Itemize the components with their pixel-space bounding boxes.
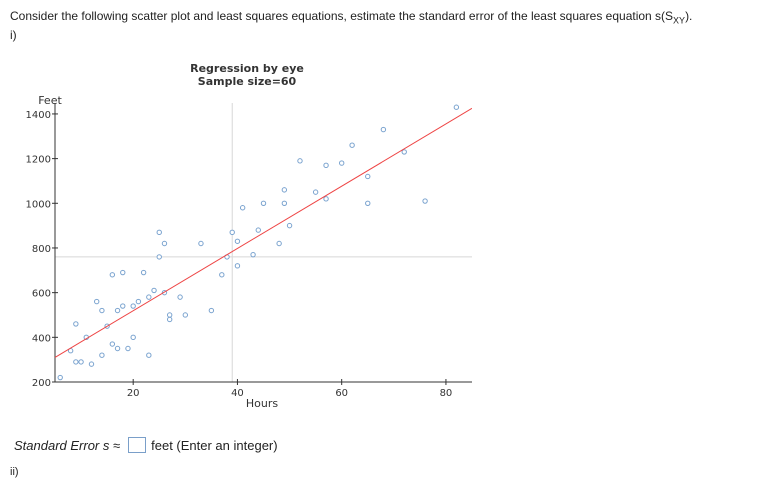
chart-subtitle: Sample size=60 [198,75,297,88]
data-point [323,196,329,202]
data-point [151,287,157,294]
data-point [401,149,407,155]
y-tick-label: 600 [32,289,51,300]
data-point [130,303,136,309]
data-point [312,189,319,195]
data-point [166,312,173,318]
data-point [208,307,215,314]
data-point [338,160,345,166]
data-point [130,334,136,341]
x-tick-label: 60 [335,388,348,399]
data-point [365,200,371,206]
data-point [73,321,79,327]
data-point [109,341,116,347]
data-point [140,269,147,276]
data-point [156,229,162,236]
data-point [161,240,168,247]
data-point [114,345,121,352]
data-point [349,142,355,148]
scatter-plot: Regression by eye Sample size=60 Feet Ho… [26,62,472,407]
y-tick-label: 200 [32,378,51,389]
question-subscript: XY [673,15,686,26]
question-text-main: Consider the following scatter plot and … [10,9,674,23]
data-point [297,158,303,164]
x-tick-label: 20 [127,388,140,399]
answer-unit-hint: feet (Enter an integer) [151,437,278,453]
data-point [229,229,235,236]
data-point [166,316,173,323]
data-point [146,352,152,358]
data-point [146,294,152,300]
data-point [156,254,162,260]
data-point [323,162,329,169]
y-tick-label: 1000 [26,199,51,210]
data-point [239,205,246,211]
data-point [120,269,126,276]
data-point [219,272,225,278]
data-point [99,352,105,358]
x-tick-label: 80 [440,388,453,399]
data-point [281,187,288,193]
part-label: i) [10,28,17,42]
data-point [286,222,293,229]
question-text: Consider the following scatter plot and … [10,9,692,28]
scatter-plot-panel: Regression by eye Sample size=60 Feet Ho… [12,57,472,407]
data-point [109,272,116,278]
data-point [234,238,241,244]
data-point [281,200,288,206]
regression-line [54,107,472,358]
data-point [380,126,387,133]
data-point [198,240,204,247]
standard-error-input[interactable] [128,437,147,453]
y-tick-label: 1200 [26,155,51,166]
y-axis-label: Feet [38,94,62,107]
data-point [453,104,460,110]
data-point [177,294,183,300]
y-tick-label: 400 [32,333,51,344]
data-point [120,303,126,309]
y-tick-label: 800 [32,244,51,255]
chart-title: Regression by eye [190,62,304,75]
data-point [276,240,282,247]
data-point [365,173,371,180]
data-point [182,312,189,318]
answer-row: Standard Error s ≈ feet (Enter an intege… [14,435,278,455]
data-point [57,374,63,381]
data-point [422,198,428,204]
standard-error-label: Standard Error s ≈ [14,437,121,453]
data-point [250,251,256,258]
data-point [260,200,267,206]
y-tick-label: 1400 [26,110,51,121]
data-point [255,227,261,233]
data-point [94,298,100,305]
data-point [125,345,131,352]
data-point [88,361,95,367]
data-point [135,298,142,305]
x-tick-label: 40 [231,388,244,399]
next-part-label: ii) [10,466,19,478]
data-point [78,359,84,365]
data-point [234,263,241,269]
question-text-end: ). [685,9,693,23]
data-point [99,307,105,314]
data-point [114,307,121,314]
data-point [73,359,79,365]
x-axis-label: Hours [246,397,278,407]
